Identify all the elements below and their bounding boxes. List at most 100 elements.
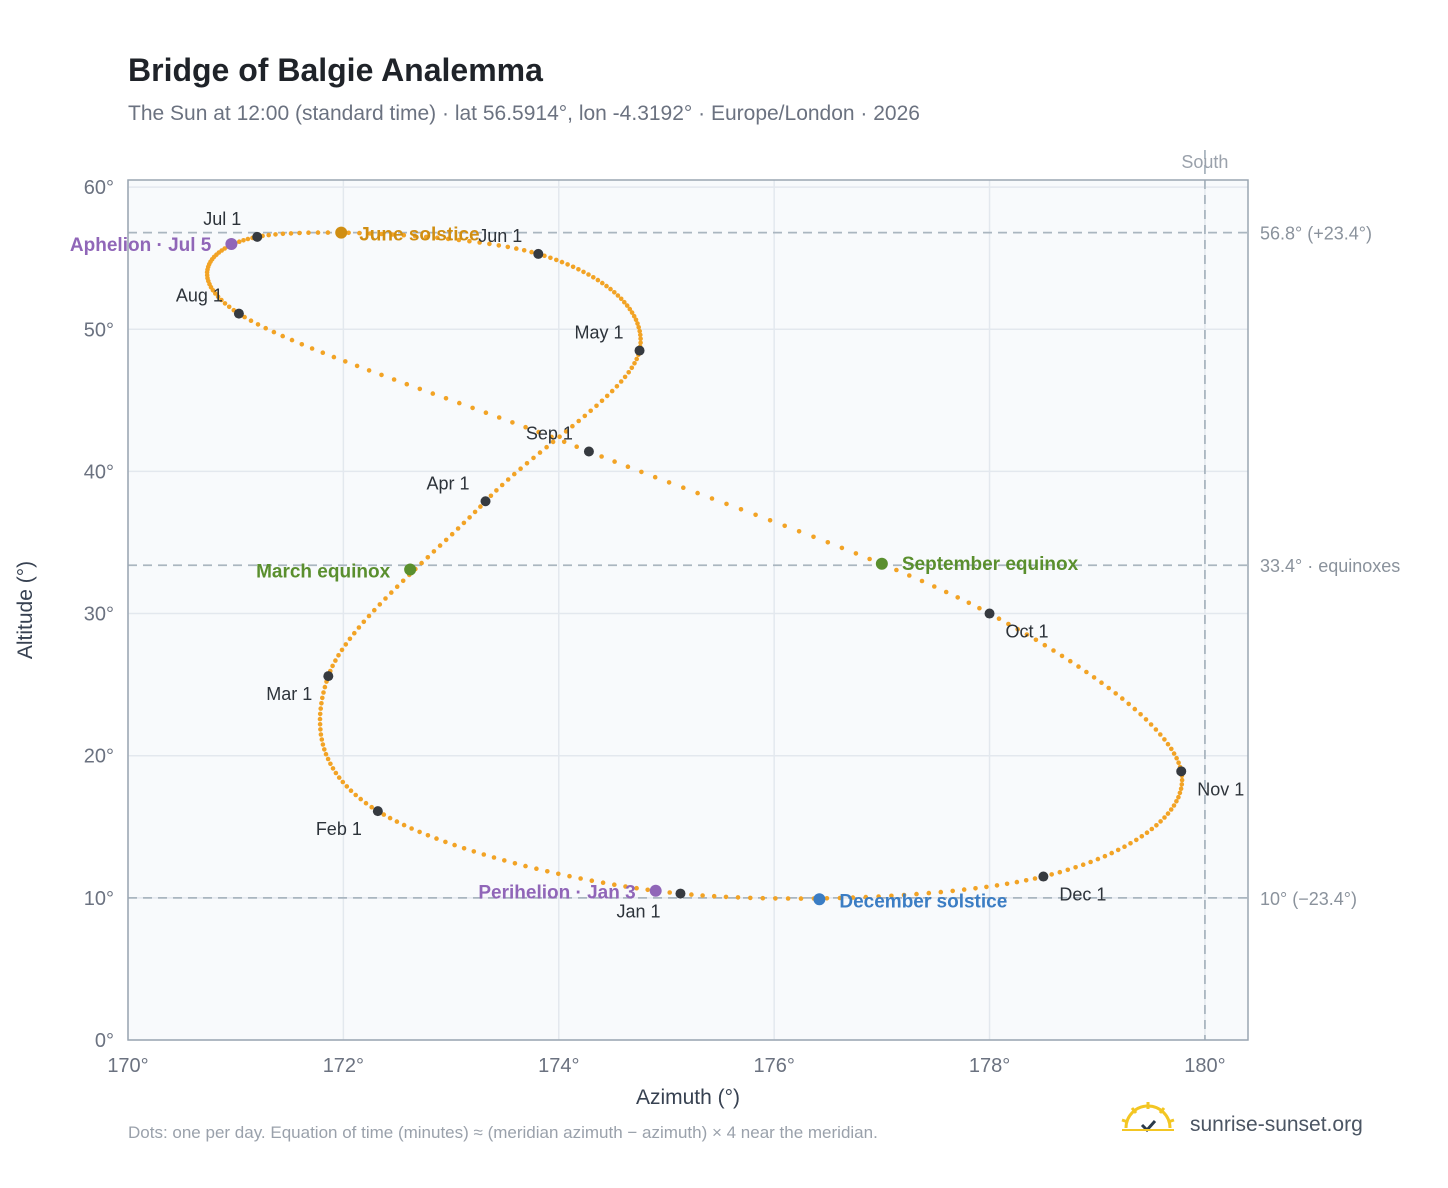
daily-sun-dot: [1154, 823, 1159, 828]
daily-sun-dot: [876, 894, 881, 899]
daily-sun-dot: [1014, 879, 1020, 885]
daily-sun-dot: [994, 883, 1000, 888]
daily-sun-dot: [894, 567, 899, 573]
daily-sun-dot: [574, 444, 579, 450]
daily-sun-dot: [280, 231, 286, 237]
daily-sun-dot: [850, 895, 856, 900]
daily-sun-dot: [401, 822, 407, 828]
daily-sun-dot: [333, 658, 338, 663]
daily-sun-dot: [554, 257, 559, 263]
daily-sun-dot: [1042, 642, 1048, 648]
aphelion-marker: [225, 237, 238, 250]
daily-sun-dot: [1158, 819, 1163, 824]
daily-sun-dot: [271, 329, 277, 335]
daily-sun-dot: [343, 642, 349, 647]
brand[interactable]: sunrise-sunset.org: [1120, 1100, 1400, 1150]
daily-sun-dot: [582, 413, 588, 419]
month-label: Apr 1: [427, 473, 470, 493]
daily-sun-dot: [242, 314, 247, 320]
month-marker: [675, 888, 686, 899]
daily-sun-dot: [467, 515, 472, 520]
daily-sun-dot: [544, 444, 549, 450]
daily-sun-dot: [1148, 722, 1154, 727]
x-tick-label: 172°: [323, 1055, 364, 1077]
daily-sun-dot: [505, 244, 511, 250]
daily-sun-dot: [1115, 847, 1121, 853]
daily-sun-dot: [409, 826, 414, 831]
month-label: Oct 1: [1006, 622, 1049, 642]
daily-sun-dot: [309, 346, 315, 351]
daily-sun-dot: [576, 267, 581, 272]
daily-sun-dot: [496, 243, 502, 248]
y-tick-label: 20°: [84, 746, 114, 768]
chart-marks: Jan 1 Feb 1 Mar 1 Apr 1 May 1 Jun 1 Jul 1 Aug 1…: [70, 209, 1244, 922]
daily-sun-dot: [1162, 815, 1167, 820]
brand-name: sunrise-sunset.org: [1190, 1113, 1363, 1136]
daily-sun-dot: [639, 469, 644, 475]
daily-sun-dot: [1165, 811, 1171, 816]
daily-sun-dot: [348, 788, 354, 793]
daily-sun-dot: [612, 882, 617, 887]
daily-sun-dot: [773, 896, 778, 901]
daily-sun-dot: [1171, 803, 1177, 808]
daily-sun-dot: [638, 336, 643, 342]
september-equinox-marker: [875, 557, 888, 570]
daily-sun-dot: [340, 779, 346, 785]
month-marker: [480, 496, 491, 507]
daily-sun-dot: [366, 613, 372, 619]
month-label: Jul 1: [203, 209, 241, 229]
daily-sun-dot: [578, 876, 583, 881]
daily-sun-dot: [1165, 741, 1171, 747]
sun-check-logo-icon: [1121, 1102, 1175, 1133]
daily-sun-dot: [400, 578, 406, 584]
daily-sun-dot: [1143, 717, 1149, 722]
daily-sun-dot: [570, 423, 575, 429]
daily-sun-dot: [353, 792, 359, 798]
daily-sun-dot: [461, 520, 467, 526]
daily-sun-dot: [926, 890, 932, 896]
daily-sun-dot: [491, 855, 497, 860]
daily-sun-dot: [631, 313, 637, 319]
daily-sun-dot: [379, 231, 384, 237]
daily-sun-dot: [488, 493, 494, 499]
daily-sun-dot: [383, 596, 388, 601]
daily-sun-dot: [629, 310, 635, 315]
daily-sun-dot: [1091, 675, 1097, 680]
daily-sun-dot: [417, 386, 423, 392]
daily-sun-dot: [289, 337, 295, 343]
daily-sun-dot: [518, 466, 523, 472]
daily-sun-dot: [317, 716, 323, 722]
daily-sun-dot: [557, 434, 562, 440]
daily-sun-dot: [629, 365, 635, 371]
daily-sun-dot: [502, 858, 507, 863]
daily-sun-dot: [477, 240, 482, 245]
daily-sun-dot: [599, 398, 605, 404]
daily-sun-dot: [1059, 653, 1065, 659]
daily-sun-dot: [323, 751, 329, 757]
daily-sun-dot: [632, 361, 637, 366]
daily-sun-dot: [401, 232, 407, 238]
daily-sun-dot: [1168, 807, 1174, 812]
y-tick-label: 40°: [84, 461, 114, 483]
x-tick-label: 176°: [753, 1055, 794, 1077]
month-marker: [252, 231, 263, 242]
daily-sun-dot: [1073, 865, 1078, 870]
chart-title: Bridge of Balgie Analemma: [128, 52, 543, 88]
daily-sun-dot: [695, 490, 700, 496]
daily-sun-dot: [1132, 706, 1138, 712]
daily-sun-dot: [652, 474, 658, 480]
daily-sun-dot: [487, 241, 492, 247]
daily-sun-dot: [798, 896, 804, 901]
december-solstice-label: December solstice: [839, 891, 1007, 912]
daily-sun-dot: [548, 255, 553, 261]
daily-sun-dot: [317, 711, 323, 717]
daily-sun-dot: [604, 393, 610, 399]
daily-sun-dot: [1177, 790, 1183, 796]
daily-sun-dot: [434, 836, 439, 841]
daily-sun-dot: [288, 231, 294, 236]
daily-sun-dot: [263, 325, 269, 331]
daily-sun-dot: [1068, 658, 1073, 664]
daily-sun-dot: [782, 523, 787, 529]
daily-sun-dot: [1134, 837, 1139, 843]
daily-sun-dot: [1158, 732, 1163, 737]
